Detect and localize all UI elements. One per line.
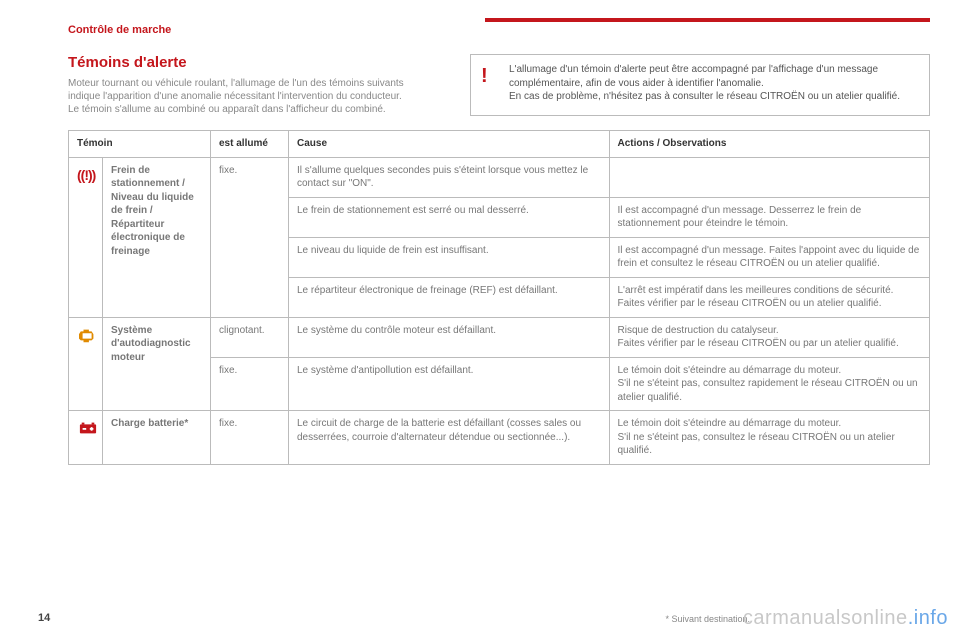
row-state: fixe. — [211, 157, 289, 317]
intro-text: Moteur tournant ou véhicule roulant, l'a… — [68, 77, 438, 116]
row-cause: Le niveau du liquide de frein est insuff… — [289, 237, 610, 277]
row-action: Le témoin doit s'éteindre au démarrage d… — [609, 357, 930, 411]
row-cause: Le système du contrôle moteur est défail… — [289, 317, 610, 357]
header-row: Témoins d'alerte Moteur tournant ou véhi… — [68, 54, 930, 116]
row-name: Frein de stationnement / Niveau du liqui… — [103, 157, 211, 317]
brake-icon-cell: ((!)) — [69, 157, 103, 317]
table-row: ((!)) Frein de stationnement / Niveau du… — [69, 157, 930, 197]
note-line-1: L'allumage d'un témoin d'alerte peut êtr… — [509, 63, 919, 90]
engine-icon-cell — [69, 317, 103, 411]
battery-icon-cell — [69, 411, 103, 465]
brake-icon: ((!)) — [77, 166, 99, 184]
row-action: Il est accompagné d'un message. Desserre… — [609, 197, 930, 237]
row-action: Il est accompagné d'un message. Faites l… — [609, 237, 930, 277]
table-row: Charge batterie* fixe. Le circuit de cha… — [69, 411, 930, 465]
row-cause: Le circuit de charge de la batterie est … — [289, 411, 610, 465]
row-state: clignotant. — [211, 317, 289, 357]
row-action: Le témoin doit s'éteindre au démarrage d… — [609, 411, 930, 465]
th-cause: Cause — [289, 131, 610, 158]
th-actions: Actions / Observations — [609, 131, 930, 158]
row-cause: Il s'allume quelques secondes puis s'éte… — [289, 157, 610, 197]
table-row: Système d'autodiagnostic moteur clignota… — [69, 317, 930, 357]
title-block: Témoins d'alerte Moteur tournant ou véhi… — [68, 54, 438, 116]
watermark-a: carmanualsonline — [743, 607, 908, 629]
engine-icon — [77, 326, 99, 344]
watermark: carmanualsonline.info — [743, 607, 948, 630]
watermark-b: .info — [908, 607, 948, 629]
battery-icon — [77, 419, 99, 437]
row-action: L'arrêt est impératif dans les meilleure… — [609, 277, 930, 317]
row-action — [609, 157, 930, 197]
row-state: fixe. — [211, 357, 289, 411]
warning-table: Témoin est allumé Cause Actions / Observ… — [68, 130, 930, 465]
row-name: Charge batterie* — [103, 411, 211, 465]
section-title: Témoins d'alerte — [68, 54, 438, 71]
th-state: est allumé — [211, 131, 289, 158]
chapter-title: Contrôle de marche — [68, 24, 930, 36]
warning-icon: ! — [481, 63, 488, 90]
table-header-row: Témoin est allumé Cause Actions / Observ… — [69, 131, 930, 158]
footnote: * Suivant destination. — [665, 614, 750, 624]
page-number: 14 — [38, 612, 50, 624]
row-action: Risque de destruction du catalyseur. Fai… — [609, 317, 930, 357]
row-cause: Le frein de stationnement est serré ou m… — [289, 197, 610, 237]
top-red-bar — [485, 18, 930, 22]
note-box: ! L'allumage d'un témoin d'alerte peut ê… — [470, 54, 930, 116]
row-cause: Le système d'antipollution est défaillan… — [289, 357, 610, 411]
th-temoin: Témoin — [69, 131, 211, 158]
row-state: fixe. — [211, 411, 289, 465]
row-name: Système d'autodiagnostic moteur — [103, 317, 211, 411]
row-cause: Le répartiteur électronique de freinage … — [289, 277, 610, 317]
note-line-2: En cas de problème, n'hésitez pas à cons… — [509, 90, 919, 104]
